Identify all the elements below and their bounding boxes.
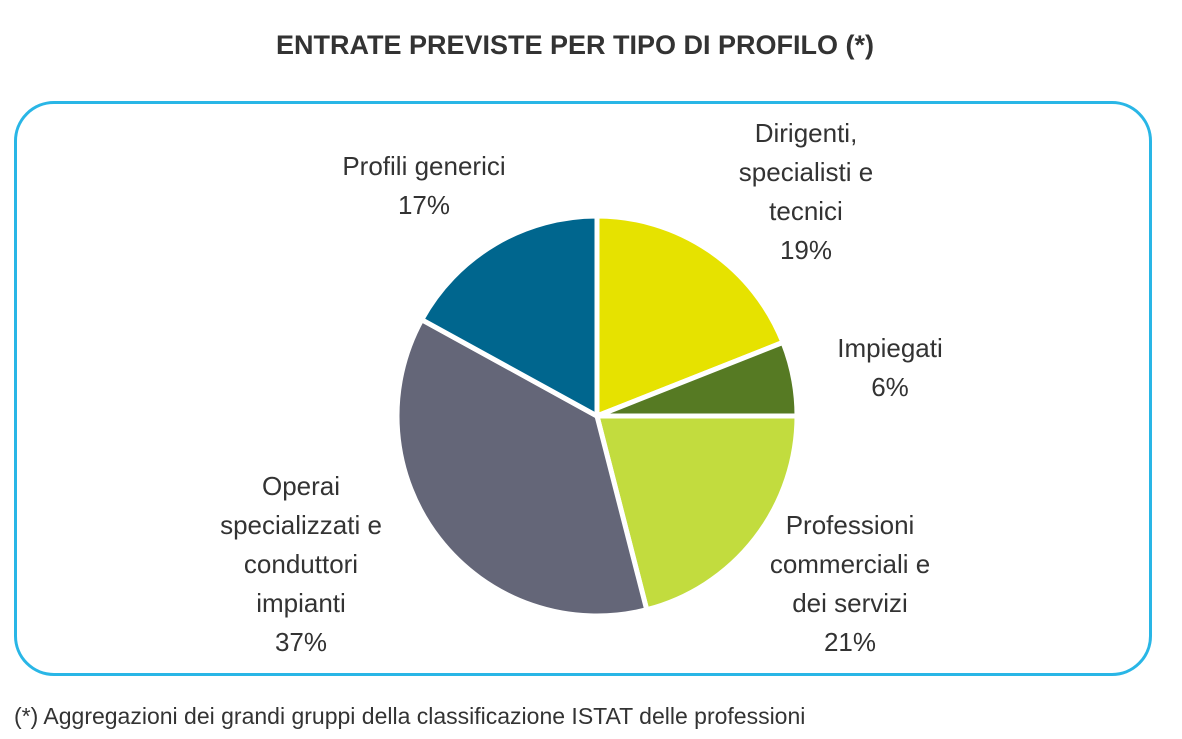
slice-label-impiegati: Impiegati 6% xyxy=(790,329,990,407)
slice-label-dirigenti: Dirigenti, specialisti e tecnici 19% xyxy=(706,114,906,270)
slice-label-line: specialisti e xyxy=(738,157,874,187)
footnote: (*) Aggregazioni dei grandi gruppi della… xyxy=(14,703,806,729)
slice-label-line: dei servizi xyxy=(792,588,908,618)
chart-title: ENTRATE PREVISTE PER TIPO DI PROFILO (*) xyxy=(275,30,875,60)
pie-slice-0 xyxy=(594,213,786,419)
chart-frame xyxy=(14,101,1152,676)
slice-value-label: 6% xyxy=(871,372,909,402)
slice-value-label: 37% xyxy=(274,627,328,657)
slice-label-professioni: Professioni commerciali e dei servizi 21… xyxy=(740,506,960,662)
slice-label-operai: Operai specializzati e conduttori impian… xyxy=(196,467,406,662)
slice-label-line: commerciali e xyxy=(769,549,931,579)
slice-label-line: Impiegati xyxy=(837,333,943,363)
slice-label-line: tecnici xyxy=(769,196,843,226)
slice-value-label: 21% xyxy=(823,627,877,657)
slice-label-line: Dirigenti, xyxy=(754,118,858,148)
slice-value-label: 17% xyxy=(397,190,451,220)
pie-slice-2 xyxy=(594,413,800,613)
slice-label-line: Operai xyxy=(261,471,341,501)
slice-label-line: impianti xyxy=(256,588,346,618)
slice-value-label: 19% xyxy=(779,235,833,265)
slice-label-line: conduttori xyxy=(243,549,359,579)
slice-label-line: specializzati e xyxy=(220,510,382,540)
slice-label-profili-generici: Profili generici 17% xyxy=(314,147,534,225)
pie-slice-4 xyxy=(419,213,600,419)
slice-label-line: Professioni xyxy=(785,510,915,540)
pie-slice-3 xyxy=(394,317,650,619)
slice-label-line: Profili generici xyxy=(342,151,506,181)
